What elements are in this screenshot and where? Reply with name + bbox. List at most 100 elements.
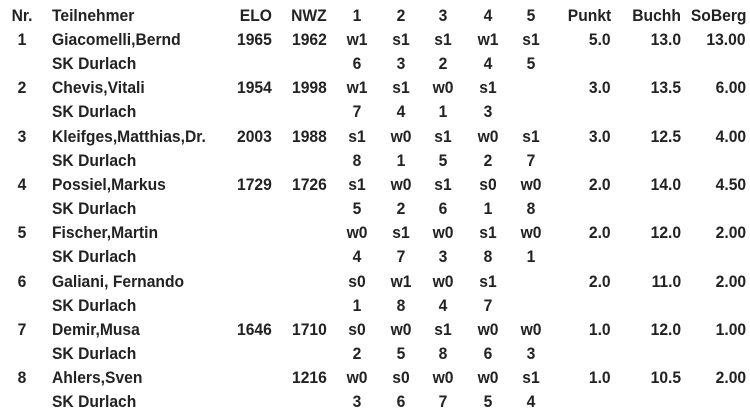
round-result: w0: [346, 368, 368, 388]
player-name: Fischer,Martin: [52, 223, 159, 243]
player-number: 7: [17, 319, 27, 339]
opponent-number: 7: [396, 247, 406, 267]
player-name: Demir,Musa: [52, 319, 140, 339]
opponent-number: 1: [396, 150, 406, 170]
points: 3.0: [589, 78, 611, 98]
header-cell: 5: [526, 6, 536, 25]
buchholz: 13.0: [650, 30, 681, 49]
player-number: 4: [17, 174, 27, 194]
round-result: w0: [520, 174, 542, 194]
opponent-number: 5: [438, 150, 448, 170]
elo: 1954: [237, 78, 272, 98]
opponent-number: 7: [483, 295, 493, 315]
round-result: w0: [477, 126, 499, 146]
opponent-number: 8: [438, 343, 448, 363]
elo: 1729: [237, 174, 272, 194]
player-number: 2: [17, 78, 27, 98]
header-cell: 3: [438, 6, 448, 25]
round-result: w0: [432, 368, 454, 388]
sonneborn-berger: 13.00: [706, 30, 746, 49]
round-result: s1: [392, 223, 410, 243]
round-result: w1: [477, 30, 499, 49]
round-result: s1: [434, 126, 452, 146]
round-result: w1: [346, 78, 368, 98]
round-result: s1: [392, 78, 410, 98]
opponent-number: 3: [438, 247, 448, 267]
header-cell: SoBerg: [690, 6, 746, 25]
opponent-number: 2: [438, 54, 448, 73]
round-result: w0: [390, 126, 412, 146]
player-name: Galiani, Fernando: [52, 271, 185, 291]
opponent-number: 4: [526, 392, 536, 412]
opponent-number: 7: [438, 392, 448, 412]
club: SK Durlach: [52, 198, 137, 218]
round-result: s1: [434, 319, 452, 339]
player-name: Possiel,Markus: [52, 174, 166, 194]
round-result: s1: [392, 30, 410, 49]
points: 2.0: [589, 223, 611, 243]
opponent-number: 6: [352, 54, 362, 73]
header-cell: NWZ: [291, 6, 327, 25]
header-cell: Punkt: [567, 6, 611, 25]
nwz: 1962: [292, 30, 327, 49]
round-result: w0: [432, 223, 454, 243]
opponent-number: 1: [438, 102, 448, 122]
nwz: 1710: [292, 319, 327, 339]
round-result: s1: [479, 271, 497, 291]
opponent-number: 8: [352, 150, 362, 170]
buchholz: 11.0: [651, 271, 681, 291]
opponent-number: 8: [526, 198, 536, 218]
sonneborn-berger: 2.00: [715, 368, 746, 388]
player-number: 5: [17, 223, 27, 243]
round-result: w1: [390, 271, 412, 291]
opponent-number: 7: [526, 150, 536, 170]
opponent-number: 4: [483, 54, 493, 73]
opponent-number: 3: [526, 343, 536, 363]
round-result: s1: [348, 174, 366, 194]
player-number: 8: [17, 368, 27, 388]
round-result: w0: [520, 319, 542, 339]
header-cell: ELO: [239, 6, 272, 25]
opponent-number: 6: [438, 198, 448, 218]
sonneborn-berger: 2.00: [715, 223, 746, 243]
round-result: w0: [390, 319, 412, 339]
round-result: s1: [522, 126, 540, 146]
round-result: s0: [348, 319, 366, 339]
elo: 1646: [237, 319, 272, 339]
round-result: s1: [479, 223, 497, 243]
club: SK Durlach: [52, 150, 137, 170]
buchholz: 13.5: [650, 78, 681, 98]
points: 3.0: [589, 126, 611, 146]
nwz: 1998: [292, 78, 327, 98]
sonneborn-berger: 1.00: [715, 319, 746, 339]
opponent-number: 5: [483, 392, 493, 412]
round-result: s0: [348, 271, 366, 291]
opponent-number: 7: [352, 102, 362, 122]
nwz: 1216: [292, 368, 327, 388]
buchholz: 14.0: [650, 174, 681, 194]
player-name: Kleifges,Matthias,Dr.: [52, 126, 206, 146]
opponent-number: 8: [483, 247, 493, 267]
opponent-number: 8: [396, 295, 406, 315]
buchholz: 12.5: [650, 126, 681, 146]
club: SK Durlach: [52, 392, 137, 412]
round-result: s1: [522, 30, 540, 49]
buchholz: 10.5: [650, 368, 681, 388]
club: SK Durlach: [52, 102, 137, 122]
player-name: Chevis,Vitali: [52, 78, 145, 98]
round-result: s0: [479, 174, 497, 194]
opponent-number: 1: [526, 247, 536, 267]
points: 2.0: [589, 271, 611, 291]
club: SK Durlach: [52, 343, 137, 363]
round-result: s1: [479, 78, 497, 98]
opponent-number: 3: [352, 392, 362, 412]
buchholz: 12.0: [650, 319, 681, 339]
header-cell: 4: [483, 6, 493, 25]
opponent-number: 5: [352, 198, 362, 218]
round-result: s1: [348, 126, 366, 146]
opponent-number: 4: [438, 295, 448, 315]
elo: 1965: [237, 30, 272, 49]
round-result: w0: [390, 174, 412, 194]
points: 5.0: [589, 30, 611, 49]
opponent-number: 1: [483, 198, 493, 218]
